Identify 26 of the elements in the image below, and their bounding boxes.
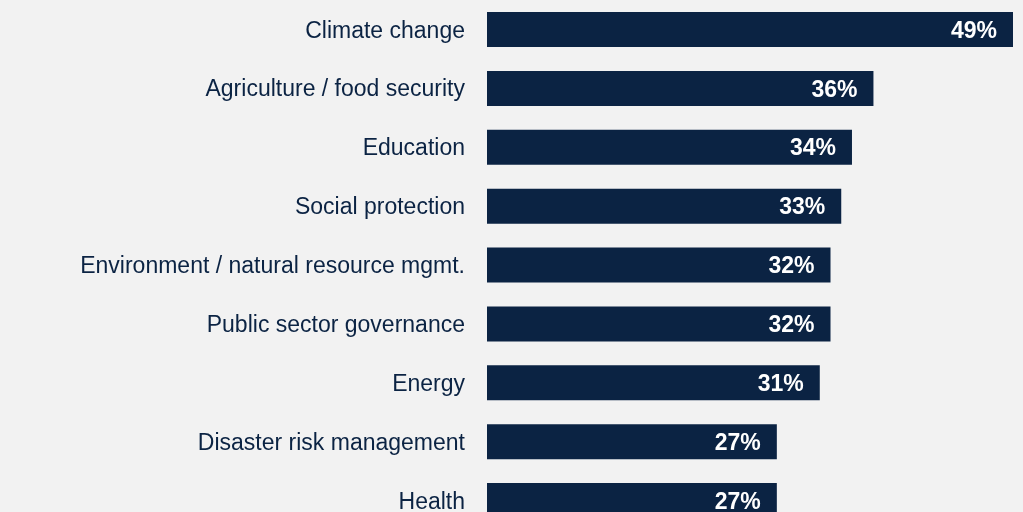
bar [487, 70, 874, 106]
y-tick-label: Climate change [305, 16, 465, 43]
data-label: 27% [714, 428, 761, 455]
bar [487, 365, 820, 401]
data-label: 32% [768, 252, 815, 279]
y-tick-label: Disaster risk management [197, 428, 466, 455]
y-tick-label: Social protection [294, 193, 465, 220]
data-label: 31% [757, 370, 804, 396]
data-label: 32% [768, 311, 815, 338]
data-label: 33% [779, 193, 826, 220]
data-label: 34% [789, 134, 836, 161]
y-tick-label: Education [362, 134, 465, 161]
bar [487, 306, 831, 342]
bar [487, 424, 777, 460]
bar [487, 12, 1013, 47]
data-label: 36% [811, 75, 858, 102]
bar [487, 188, 842, 224]
bar [487, 247, 831, 283]
data-label: 49% [950, 16, 997, 43]
y-tick-label: Agriculture / food security [205, 75, 466, 102]
y-tick-label: Energy [392, 369, 466, 396]
y-tick-label: Environment / natural resource mgmt. [80, 252, 465, 279]
y-tick-label: Health [398, 487, 465, 512]
y-tick-label: Public sector governance [206, 311, 465, 338]
data-label: 27% [714, 487, 761, 512]
bar [487, 129, 852, 165]
